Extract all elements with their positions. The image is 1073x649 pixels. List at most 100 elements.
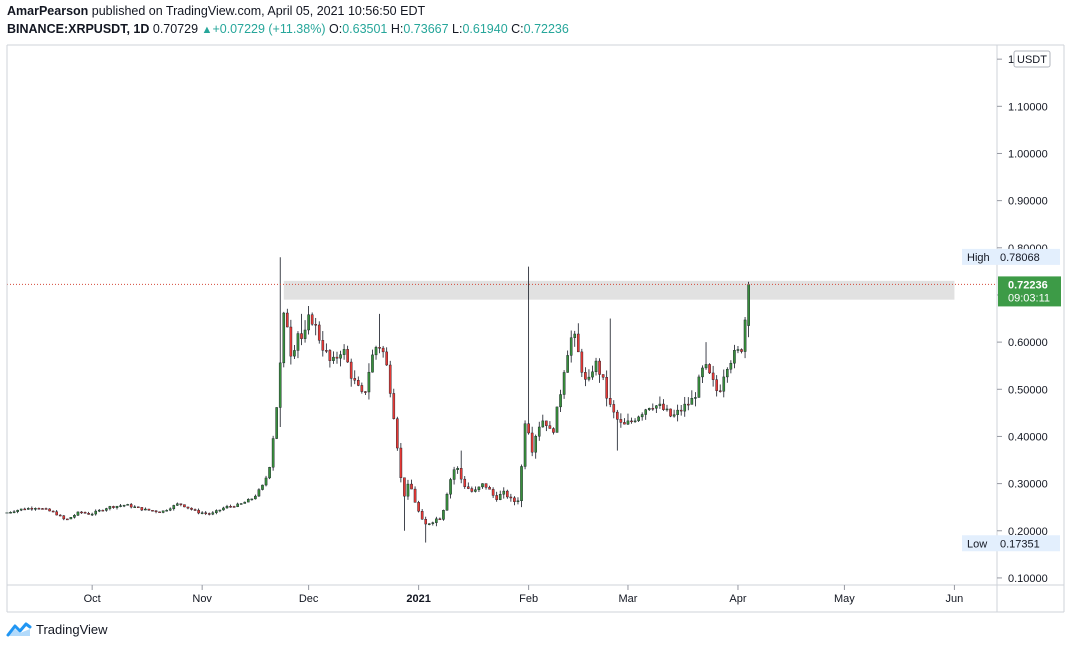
candle-down [183, 504, 186, 508]
candle-up [243, 501, 247, 504]
candle-down [66, 518, 69, 521]
candle-up [449, 479, 452, 495]
candle-up [34, 508, 37, 510]
candle-down [623, 422, 626, 425]
candle-down [392, 393, 396, 419]
candle-up [591, 371, 594, 378]
low-marker-value: 0.17351 [1000, 538, 1040, 550]
candle-up [126, 504, 129, 506]
candle-up [442, 510, 445, 520]
candle-up [374, 347, 378, 356]
candle-down [328, 350, 332, 361]
author-name[interactable]: AmarPearson [7, 4, 89, 18]
candle-down [41, 508, 44, 510]
candle-up [371, 354, 374, 373]
candle-down [310, 314, 314, 325]
candle-up [222, 507, 225, 511]
candle-down [399, 447, 403, 478]
plot-area[interactable] [7, 45, 997, 585]
candle-up [9, 511, 12, 514]
candle-down [669, 408, 672, 417]
candle-down [488, 487, 491, 490]
candle-down [186, 506, 190, 509]
candle-down [679, 409, 683, 412]
candle-up [161, 510, 165, 513]
candle-down [378, 347, 381, 349]
candle-up [587, 376, 591, 380]
candle-down [605, 377, 608, 399]
candle-down [506, 490, 509, 498]
candle-up [108, 506, 112, 509]
candle-up [747, 284, 750, 326]
candle-up [278, 362, 282, 408]
candle-up [477, 486, 481, 490]
candle-up [307, 314, 310, 331]
candle-down [420, 511, 424, 520]
up-arrow-icon: ▲ [201, 24, 213, 36]
candle-up [342, 349, 346, 355]
candle-up [502, 490, 506, 495]
low-value: 0.61940 [462, 22, 508, 36]
candle-up [293, 350, 296, 357]
candle-up [264, 477, 268, 486]
candle-down [48, 508, 51, 512]
candle-up [26, 508, 30, 510]
candle-down [112, 506, 115, 508]
time-tick-label: Oct [84, 593, 101, 605]
published-text: published on TradingView.com, April 05, … [91, 4, 426, 18]
candle-down [101, 509, 105, 512]
symbol-label[interactable]: BINANCE:XRPUSDT, 1D [7, 22, 150, 36]
candle-down [317, 324, 321, 341]
tradingview-footer[interactable]: TradingView [6, 621, 108, 637]
candle-up [445, 493, 449, 511]
candle-up [168, 508, 172, 511]
candle-down [718, 390, 722, 392]
candle-up [105, 508, 108, 511]
time-tick-label: Jun [946, 593, 964, 605]
candle-down [509, 496, 513, 499]
time-axis[interactable]: Oct Nov Dec 2021 Feb Mar Apr May Jun [84, 585, 964, 605]
price-tick-label: 0.40000 [1008, 431, 1048, 443]
candle-up [406, 483, 410, 497]
candle-down [140, 507, 144, 511]
candle-down [530, 432, 534, 453]
candle-down [601, 374, 605, 378]
candle-up [559, 394, 562, 408]
price-tick-label: 0.30000 [1008, 479, 1048, 491]
candle-down [193, 509, 197, 511]
ohlc-legend: BINANCE:XRPUSDT, 1D 0.70729 ▲+0.07229 (+… [7, 22, 569, 36]
candle-down [289, 326, 293, 357]
time-tick-label: 2021 [406, 593, 430, 605]
candle-up [683, 403, 687, 412]
price-tick-label: 0.90000 [1008, 196, 1048, 208]
candle-down [62, 515, 66, 520]
candle-down [360, 385, 364, 392]
candle-down [584, 372, 587, 380]
candle-up [427, 523, 431, 525]
candle-up [694, 397, 697, 399]
low-marker: Low 0.17351 [962, 535, 1060, 552]
candle-up [12, 511, 16, 513]
candle-up [655, 405, 658, 409]
candle-up [726, 368, 729, 378]
time-tick-label: May [834, 593, 855, 605]
candle-up [275, 407, 278, 439]
candles [5, 257, 750, 543]
candle-down [396, 418, 399, 449]
candle-down [80, 511, 83, 514]
candle-down [335, 356, 339, 359]
candle-up [474, 489, 477, 492]
candle-down [30, 508, 34, 510]
candle-down [232, 506, 236, 508]
candle-down [711, 372, 715, 380]
candle-up [97, 509, 101, 512]
price-axis[interactable]: 0.10000 0.20000 0.30000 0.40000 0.50000 0.600… [997, 54, 1048, 585]
candle-down [147, 508, 151, 511]
candle-down [616, 411, 619, 420]
candle-up [573, 333, 577, 338]
currency-label-box[interactable] [1013, 50, 1051, 68]
candle-up [176, 503, 179, 506]
candle-up [236, 503, 239, 507]
candle-down [612, 404, 616, 413]
